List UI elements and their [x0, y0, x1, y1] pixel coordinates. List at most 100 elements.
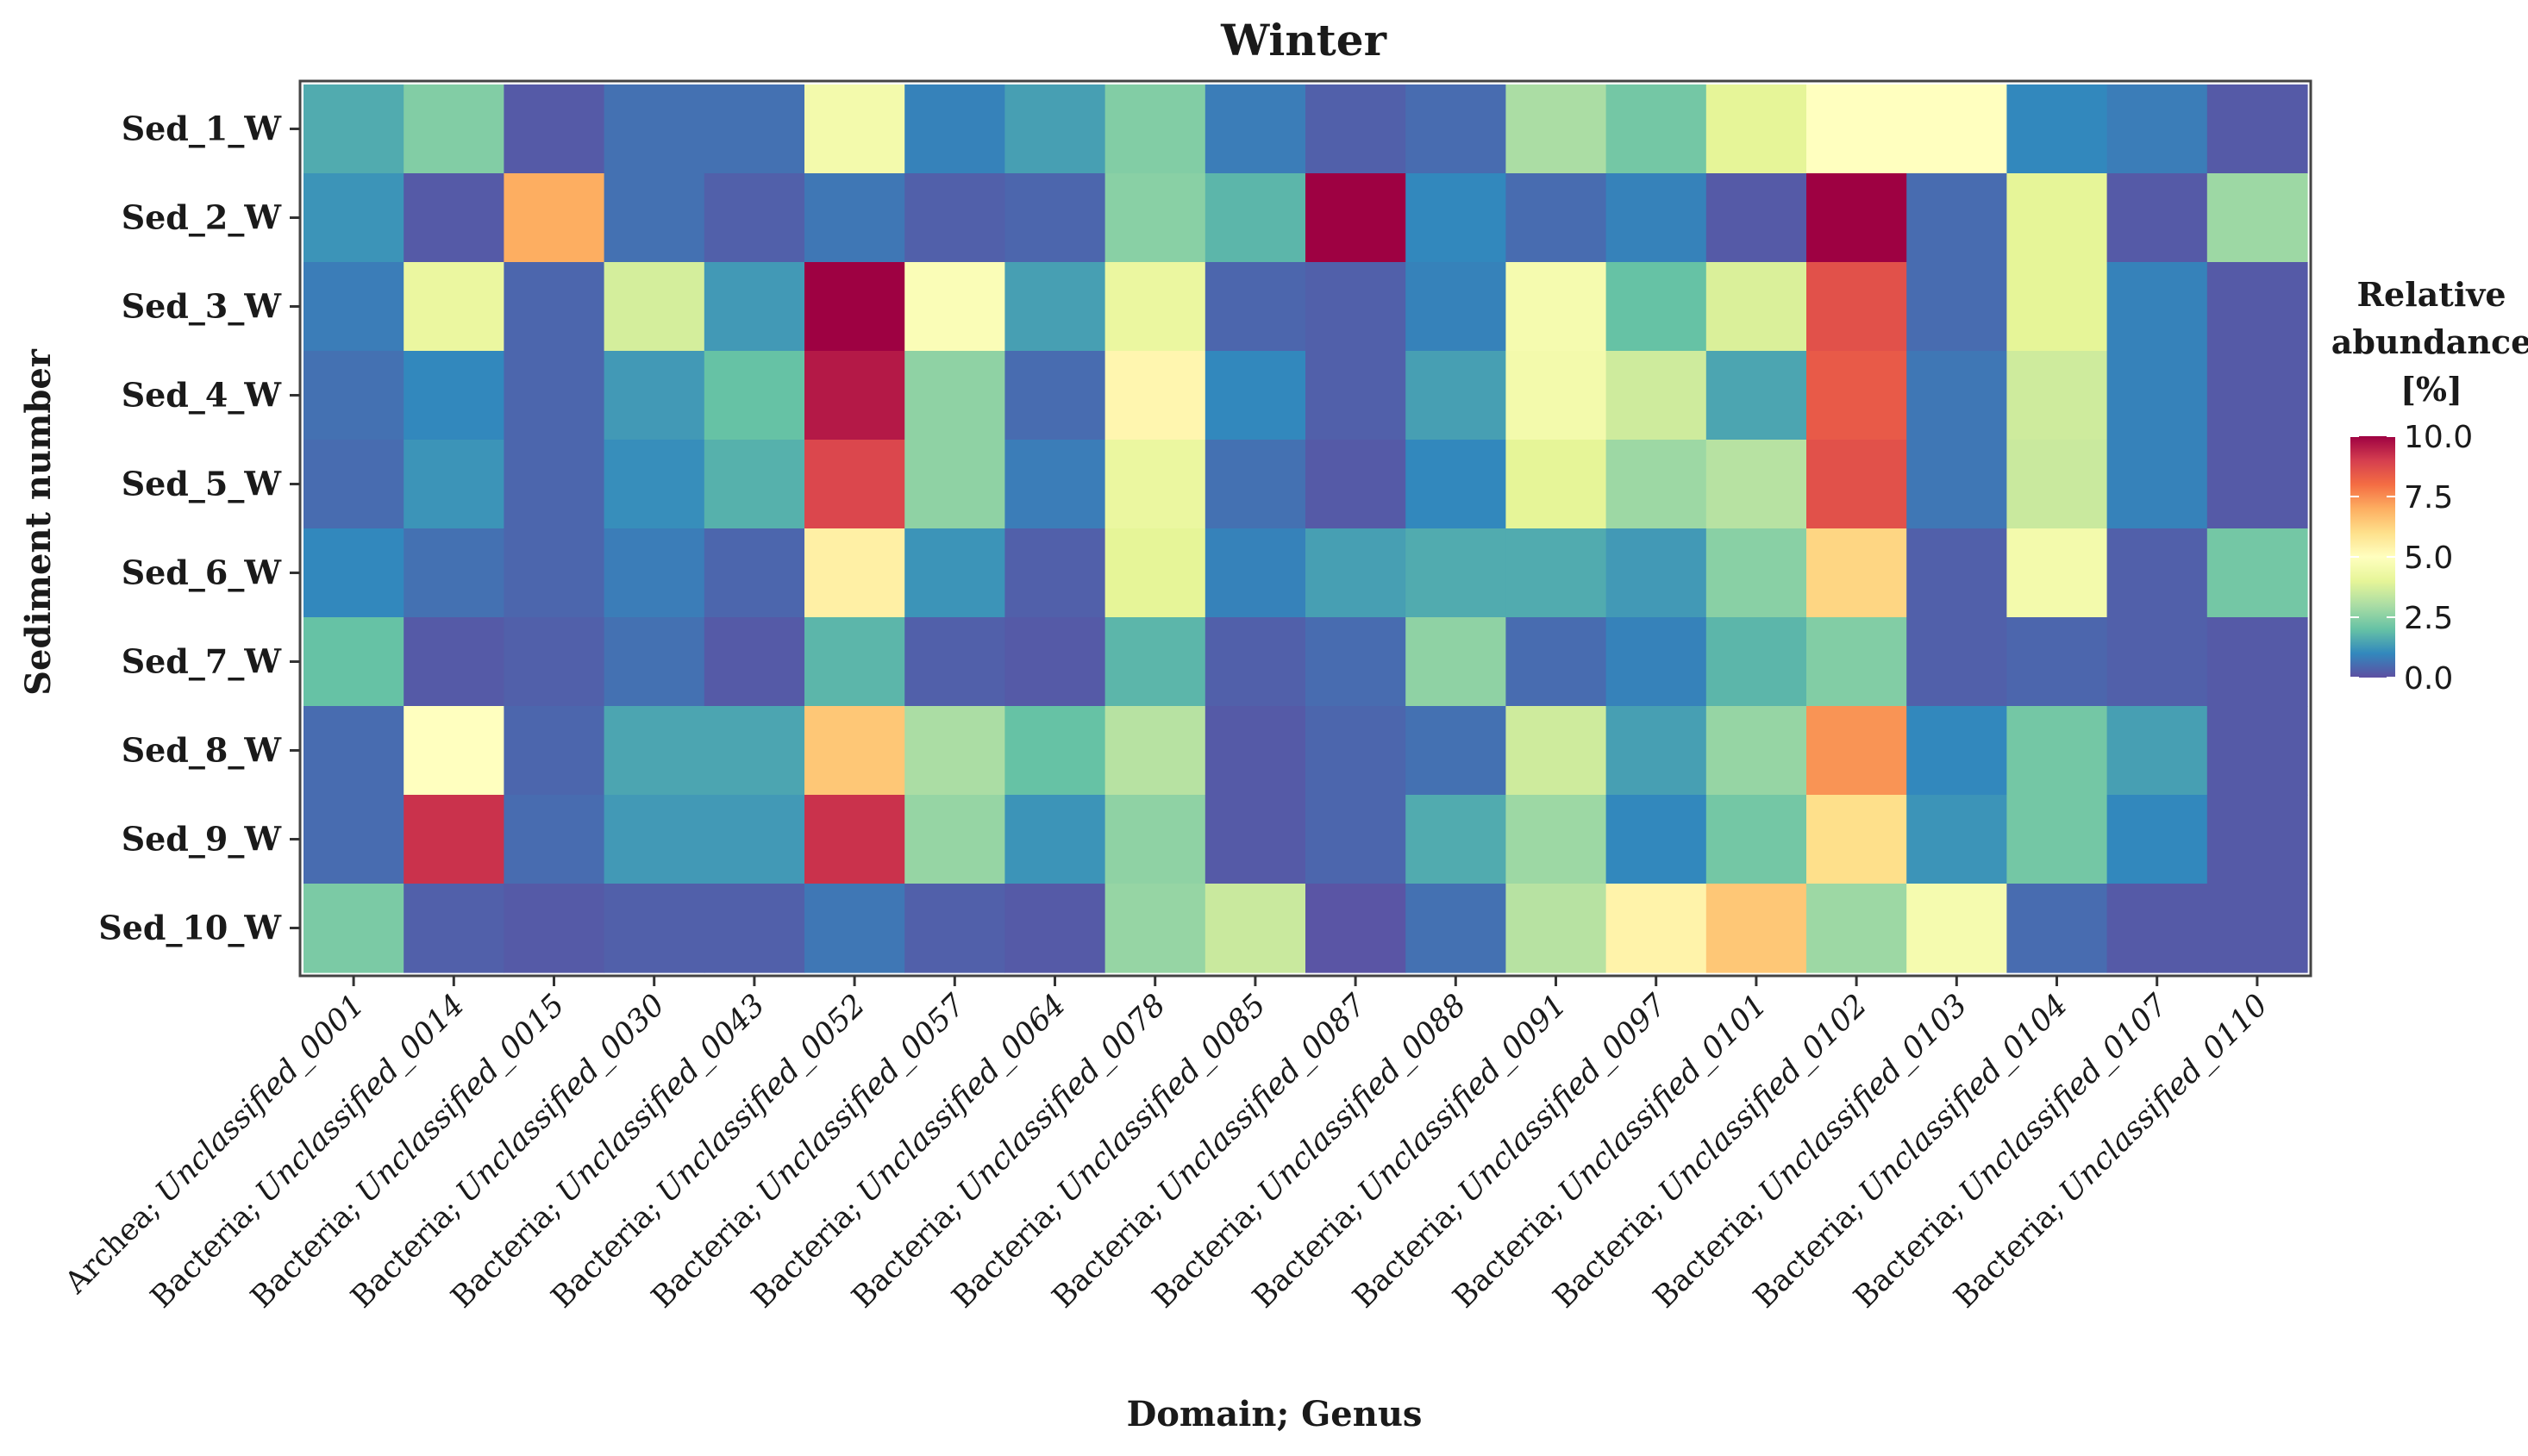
cell-sed-4-w-unclassified-0001: [303, 351, 404, 441]
cell-sed-5-w-unclassified-0097: [1605, 440, 1707, 529]
cell-sed-2-w-unclassified-0101: [1705, 173, 1807, 263]
cell-sed-5-w-unclassified-0107: [2106, 440, 2208, 529]
y-tick-label: Sed_7_W: [122, 642, 283, 681]
cell-sed-10-w-unclassified-0097: [1605, 884, 1707, 973]
cell-sed-10-w-unclassified-0087: [1305, 884, 1406, 973]
y-tick-label: Sed_10_W: [98, 909, 282, 947]
cell-sed-10-w-unclassified-0043: [704, 884, 805, 973]
cell-sed-3-w-unclassified-0001: [303, 262, 404, 352]
cell-sed-5-w-unclassified-0091: [1505, 440, 1607, 529]
cell-sed-9-w-unclassified-0110: [2206, 795, 2308, 884]
cell-sed-10-w-unclassified-0104: [2006, 884, 2108, 973]
cell-sed-3-w-unclassified-0030: [604, 262, 705, 352]
cell-sed-1-w-unclassified-0101: [1705, 84, 1807, 174]
cell-sed-9-w-unclassified-0014: [404, 795, 504, 884]
cell-sed-7-w-unclassified-0110: [2206, 617, 2308, 707]
cell-sed-2-w-unclassified-0107: [2106, 173, 2208, 263]
cell-sed-2-w-unclassified-0102: [1806, 173, 1907, 263]
cell-sed-3-w-unclassified-0097: [1605, 262, 1707, 352]
cell-sed-10-w-unclassified-0057: [904, 884, 1005, 973]
cell-sed-8-w-unclassified-0015: [504, 706, 605, 796]
cell-sed-8-w-unclassified-0088: [1405, 706, 1506, 796]
cell-sed-8-w-unclassified-0104: [2006, 706, 2108, 796]
cell-sed-8-w-unclassified-0101: [1705, 706, 1807, 796]
cell-sed-9-w-unclassified-0103: [1906, 795, 2007, 884]
cell-sed-7-w-unclassified-0015: [504, 617, 605, 707]
cell-sed-8-w-unclassified-0097: [1605, 706, 1707, 796]
cell-sed-4-w-unclassified-0052: [804, 351, 905, 441]
cell-sed-6-w-unclassified-0103: [1906, 528, 2007, 618]
legend-tick-label: 7.5: [2404, 480, 2453, 516]
cell-sed-4-w-unclassified-0014: [404, 351, 504, 441]
cell-sed-6-w-unclassified-0087: [1305, 528, 1406, 618]
cell-sed-8-w-unclassified-0091: [1505, 706, 1607, 796]
cell-sed-7-w-unclassified-0088: [1405, 617, 1506, 707]
cell-sed-4-w-unclassified-0110: [2206, 351, 2308, 441]
cell-sed-10-w-unclassified-0110: [2206, 884, 2308, 973]
cell-sed-5-w-unclassified-0014: [404, 440, 504, 529]
cell-sed-1-w-unclassified-0103: [1906, 84, 2007, 174]
cell-sed-7-w-unclassified-0052: [804, 617, 905, 707]
cell-sed-8-w-unclassified-0102: [1806, 706, 1907, 796]
cell-sed-5-w-unclassified-0104: [2006, 440, 2108, 529]
y-tick-label: Sed_9_W: [122, 820, 283, 859]
cell-sed-6-w-unclassified-0107: [2106, 528, 2208, 618]
cell-sed-3-w-unclassified-0057: [904, 262, 1005, 352]
cell-sed-5-w-unclassified-0064: [1004, 440, 1106, 529]
cell-sed-10-w-unclassified-0107: [2106, 884, 2208, 973]
cell-sed-5-w-unclassified-0052: [804, 440, 905, 529]
cell-sed-9-w-unclassified-0078: [1104, 795, 1206, 884]
cell-sed-5-w-unclassified-0030: [604, 440, 705, 529]
cell-sed-5-w-unclassified-0015: [504, 440, 605, 529]
cell-sed-4-w-unclassified-0078: [1104, 351, 1206, 441]
cell-sed-7-w-unclassified-0104: [2006, 617, 2108, 707]
cell-sed-8-w-unclassified-0014: [404, 706, 504, 796]
chart-title: Winter: [1220, 15, 1387, 66]
cell-sed-2-w-unclassified-0078: [1104, 173, 1206, 263]
cell-sed-8-w-unclassified-0001: [303, 706, 404, 796]
cell-sed-4-w-unclassified-0103: [1906, 351, 2007, 441]
cell-sed-7-w-unclassified-0087: [1305, 617, 1406, 707]
cell-sed-1-w-unclassified-0104: [2006, 84, 2108, 174]
cell-sed-1-w-unclassified-0091: [1505, 84, 1607, 174]
legend-tick-label: 0.0: [2404, 661, 2453, 697]
legend-tick-label: 10.0: [2404, 420, 2473, 455]
cell-sed-7-w-unclassified-0103: [1906, 617, 2007, 707]
cell-sed-6-w-unclassified-0097: [1605, 528, 1707, 618]
cell-sed-6-w-unclassified-0078: [1104, 528, 1206, 618]
legend-title-line: [%]: [2400, 370, 2462, 409]
cell-sed-2-w-unclassified-0015: [504, 173, 605, 263]
cell-sed-1-w-unclassified-0030: [604, 84, 705, 174]
cell-sed-9-w-unclassified-0107: [2106, 795, 2208, 884]
cell-sed-3-w-unclassified-0103: [1906, 262, 2007, 352]
cell-sed-4-w-unclassified-0030: [604, 351, 705, 441]
cell-sed-2-w-unclassified-0097: [1605, 173, 1707, 263]
cell-sed-1-w-unclassified-0014: [404, 84, 504, 174]
cell-sed-10-w-unclassified-0101: [1705, 884, 1807, 973]
cell-sed-4-w-unclassified-0102: [1806, 351, 1907, 441]
cell-sed-6-w-unclassified-0091: [1505, 528, 1607, 618]
cell-sed-6-w-unclassified-0015: [504, 528, 605, 618]
cell-sed-1-w-unclassified-0087: [1305, 84, 1406, 174]
cell-sed-1-w-unclassified-0085: [1205, 84, 1306, 174]
cell-sed-2-w-unclassified-0064: [1004, 173, 1106, 263]
cell-sed-10-w-unclassified-0102: [1806, 884, 1907, 973]
cell-sed-7-w-unclassified-0097: [1605, 617, 1707, 707]
cell-sed-7-w-unclassified-0091: [1505, 617, 1607, 707]
cell-sed-8-w-unclassified-0085: [1205, 706, 1306, 796]
cell-sed-5-w-unclassified-0085: [1205, 440, 1306, 529]
cell-sed-6-w-unclassified-0057: [904, 528, 1005, 618]
cell-sed-2-w-unclassified-0014: [404, 173, 504, 263]
cell-sed-8-w-unclassified-0043: [704, 706, 805, 796]
cell-sed-2-w-unclassified-0104: [2006, 173, 2108, 263]
cell-sed-3-w-unclassified-0052: [804, 262, 905, 352]
y-axis: Sed_1_W Sed_2_W Sed_3_W Sed_4_W Sed_5_W Sed_6…: [98, 109, 300, 947]
cell-sed-7-w-unclassified-0107: [2106, 617, 2208, 707]
cell-sed-6-w-unclassified-0085: [1205, 528, 1306, 618]
cell-sed-3-w-unclassified-0104: [2006, 262, 2108, 352]
y-axis-title-group: Sediment number: [18, 348, 59, 696]
cell-sed-7-w-unclassified-0102: [1806, 617, 1907, 707]
panel-border: [298, 79, 2312, 978]
